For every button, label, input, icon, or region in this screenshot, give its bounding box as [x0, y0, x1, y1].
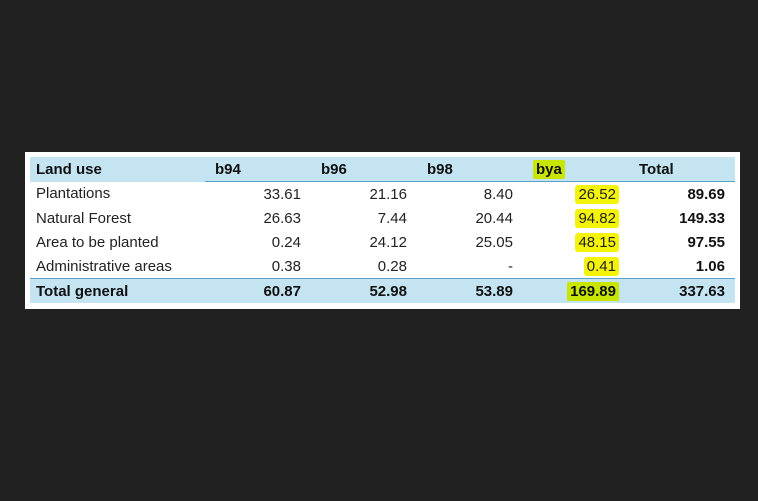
- header-b98: b98: [417, 157, 523, 182]
- cell-total: 1.06: [695, 257, 725, 275]
- cell-bya: 48.15: [523, 230, 629, 254]
- header-land-use: Land use: [36, 160, 102, 178]
- cell-b96: 21.16: [369, 185, 407, 203]
- cell-bya: 169.89: [523, 278, 629, 303]
- total-row: Total general 60.87 52.98 53.89 169.89 3…: [30, 278, 735, 303]
- cell-total: 337.63: [629, 278, 735, 303]
- highlighted-text: 26.52: [575, 184, 619, 204]
- header-b96: b96: [311, 157, 417, 182]
- cell-total: 89.69: [687, 185, 725, 203]
- cell-b96: 7.44: [377, 209, 407, 227]
- table-row: Administrative areas 0.38 0.28 - 0.41 1.…: [30, 254, 735, 279]
- row-label: Administrative areas: [36, 257, 172, 275]
- cell-b94: 26.63: [263, 209, 301, 227]
- cell-total: 97.55: [687, 233, 725, 251]
- cell-b98: 8.40: [483, 185, 513, 203]
- row-label: Plantations: [36, 185, 111, 203]
- cell-b98: 25.05: [475, 233, 513, 251]
- cell-b98: 53.89: [417, 278, 523, 303]
- cell-bya: 26.52: [523, 182, 629, 207]
- cell-b96: 52.98: [311, 278, 417, 303]
- highlighted-text: 0.41: [583, 256, 619, 276]
- cell-total: 149.33: [679, 209, 725, 227]
- cell-b98: -: [508, 257, 513, 275]
- cell-b94: 0.24: [271, 233, 301, 251]
- highlighted-text: 169.89: [567, 281, 619, 301]
- cell-b94: 0.38: [271, 257, 301, 275]
- header-bya: bya: [523, 157, 629, 182]
- table-row: Plantations 33.61 21.16 8.40 26.52 89.69: [30, 182, 735, 207]
- row-label: Total general: [30, 278, 205, 303]
- cell-b96: 0.28: [377, 257, 407, 275]
- row-label: Area to be planted: [36, 233, 159, 251]
- table-row: Natural Forest 26.63 7.44 20.44 94.82 14…: [30, 206, 735, 230]
- cell-b98: 20.44: [475, 209, 513, 227]
- cell-b96: 24.12: [369, 233, 407, 251]
- highlighted-text: 48.15: [575, 232, 619, 252]
- cell-bya: 0.41: [523, 254, 629, 279]
- land-use-table-panel: Land use b94 b96 b98 bya Total Plantatio…: [25, 152, 740, 309]
- cell-bya: 94.82: [523, 206, 629, 230]
- header-total: Total: [629, 157, 735, 182]
- header-b94: b94: [205, 157, 311, 182]
- highlighted-text: 94.82: [575, 208, 619, 228]
- cell-b94: 33.61: [263, 185, 301, 203]
- header-row: Land use b94 b96 b98 bya Total: [30, 157, 735, 182]
- table-row: Area to be planted 0.24 24.12 25.05 48.1…: [30, 230, 735, 254]
- cell-b94: 60.87: [205, 278, 311, 303]
- land-use-table: Land use b94 b96 b98 bya Total Plantatio…: [30, 157, 735, 303]
- row-label: Natural Forest: [36, 209, 132, 227]
- highlighted-text: bya: [533, 159, 565, 179]
